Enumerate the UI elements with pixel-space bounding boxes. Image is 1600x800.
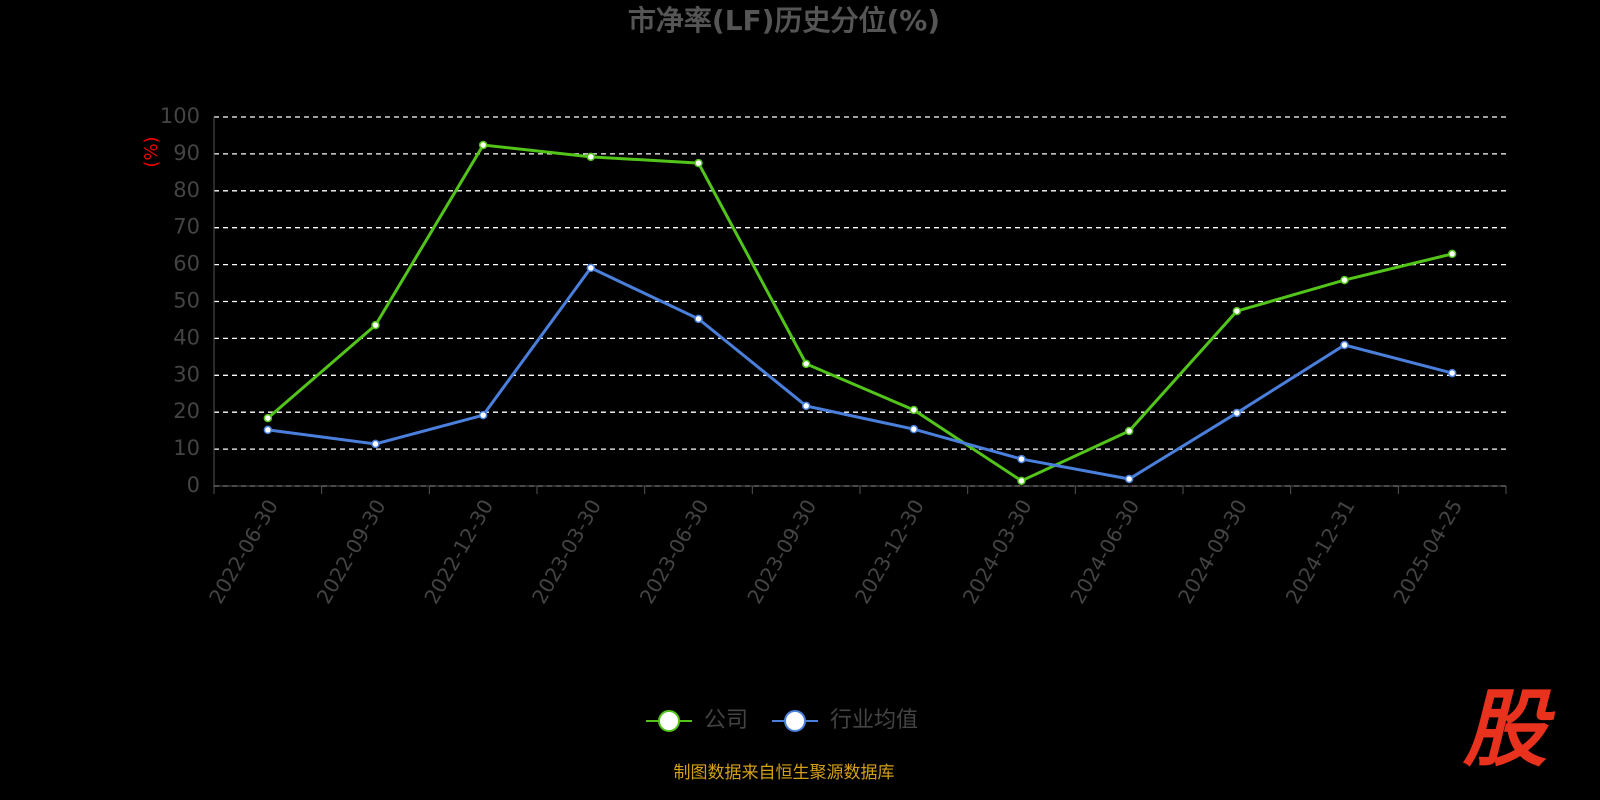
chart-title: 市净率(LF)历史分位(%) [628, 4, 940, 37]
y-tick-label: 80 [173, 178, 200, 202]
source-note: 制图数据来自恒生聚源数据库 [674, 763, 895, 783]
y-tick-label: 70 [173, 215, 200, 239]
y-tick-label: 60 [173, 252, 200, 276]
y-axis-label: (%) [141, 136, 162, 167]
legend-marker [658, 710, 680, 732]
data-point [478, 140, 488, 150]
data-point [1124, 426, 1134, 436]
data-point [694, 158, 703, 168]
data-point [263, 425, 273, 435]
x-tick-label: 2023-06-30 [635, 495, 714, 608]
data-point [1340, 340, 1349, 350]
series-line [267, 266, 1453, 481]
data-point [1232, 306, 1242, 316]
data-point [909, 424, 919, 434]
legend-label: 行业均值 [830, 708, 918, 733]
data-point [1232, 408, 1242, 418]
x-tick-label: 2023-09-30 [742, 495, 821, 608]
x-tick-label: 2025-04-25 [1388, 495, 1467, 608]
logo: 股 [1462, 680, 1556, 778]
x-tick-label: 2022-09-30 [312, 495, 391, 608]
data-point [586, 263, 596, 273]
data-point [1124, 474, 1134, 484]
y-tick-label: 20 [173, 399, 200, 423]
data-point [1447, 368, 1457, 378]
y-tick-label: 100 [160, 104, 200, 128]
series-line [266, 143, 1453, 483]
data-point [263, 413, 273, 423]
legend-label: 公司 [704, 708, 748, 733]
y-tick-label: 0 [187, 473, 200, 497]
x-tick-label: 2022-12-30 [419, 495, 498, 608]
x-tick-label: 2024-06-30 [1065, 495, 1144, 608]
data-point [694, 314, 703, 324]
y-tick-label: 40 [173, 325, 200, 349]
data-point [1340, 275, 1349, 285]
data-point [801, 359, 811, 369]
data-point [1017, 476, 1026, 486]
data-point [586, 152, 596, 162]
legend-marker [784, 710, 806, 732]
x-tick-label: 2023-03-30 [527, 495, 606, 608]
data-point [371, 439, 380, 449]
data-point [1447, 249, 1457, 259]
data-point [801, 401, 811, 411]
x-tick-label: 2024-09-30 [1173, 495, 1252, 608]
y-tick-label: 10 [173, 436, 200, 460]
x-tick-label: 2024-03-30 [958, 495, 1037, 608]
data-point [1017, 454, 1026, 464]
y-tick-label: 50 [173, 289, 200, 313]
x-tick-label: 2022-06-30 [204, 495, 283, 608]
y-tick-label: 30 [173, 362, 200, 386]
data-point [478, 410, 488, 420]
data-point [909, 405, 919, 415]
y-tick-label: 90 [173, 141, 200, 165]
data-point [371, 320, 380, 330]
x-tick-label: 2024-12-31 [1281, 495, 1360, 608]
x-tick-label: 2023-12-30 [850, 495, 929, 608]
